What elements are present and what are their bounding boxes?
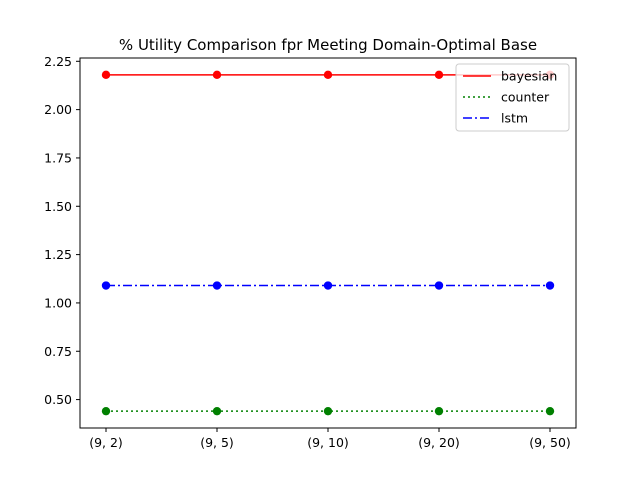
legend: bayesian counter lstm <box>455 63 570 132</box>
x-tick-label: (9, 5) <box>200 435 234 450</box>
axis-layer: (9, 2) (9, 5) (9, 10) (9, 20) (9, 50) 0.50 0.7… <box>44 54 571 450</box>
data-point-bayesian-0 <box>101 70 111 80</box>
data-point-counter-3 <box>434 406 444 416</box>
data-point-bayesian-3 <box>434 70 444 80</box>
series-lstm <box>101 281 555 290</box>
legend-label-lstm: lstm <box>501 111 528 126</box>
legend-label-counter: counter <box>501 90 550 105</box>
data-point-lstm-3 <box>434 281 444 290</box>
x-tick-label: (9, 2) <box>89 435 123 450</box>
x-tick-label: (9, 10) <box>307 435 349 450</box>
data-point-bayesian-2 <box>323 70 333 80</box>
legend-label-bayesian: bayesian <box>501 69 557 84</box>
y-tick-label: 1.75 <box>44 150 72 165</box>
y-tick-label: 0.50 <box>44 392 72 407</box>
data-point-counter-1 <box>212 406 222 416</box>
y-tick-label: 1.00 <box>44 295 72 310</box>
data-point-lstm-0 <box>101 281 111 290</box>
data-point-lstm-2 <box>323 281 333 290</box>
data-point-counter-2 <box>323 406 333 416</box>
y-tick-label: 0.75 <box>44 344 72 359</box>
x-tick-label: (9, 20) <box>418 435 460 450</box>
data-point-lstm-4 <box>545 281 555 290</box>
data-point-bayesian-1 <box>212 70 222 80</box>
y-tick-label: 1.50 <box>44 199 72 214</box>
y-tick-label: 2.25 <box>44 54 72 69</box>
series-counter <box>101 406 555 416</box>
data-point-lstm-1 <box>212 281 222 290</box>
legend-box <box>455 63 570 132</box>
data-point-counter-4 <box>545 406 555 416</box>
x-tick-label: (9, 50) <box>529 435 571 450</box>
y-tick-label: 1.25 <box>44 247 72 262</box>
data-point-counter-0 <box>101 406 111 416</box>
y-tick-label: 2.00 <box>44 102 72 117</box>
chart-title: % Utility Comparison fpr Meeting Domain-… <box>119 36 537 54</box>
